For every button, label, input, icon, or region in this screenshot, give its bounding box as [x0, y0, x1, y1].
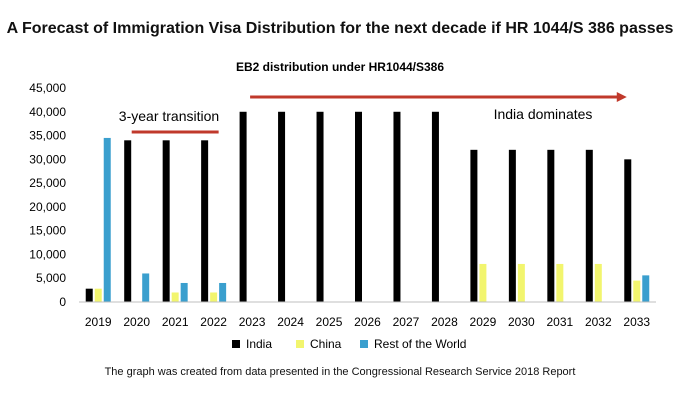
bar-india-2027 [393, 111, 401, 303]
footnote: The graph was created from data presente… [104, 366, 576, 378]
bar-rest-of-the-world-2019 [103, 137, 111, 302]
legend-label-rest-of-the-world: Rest of the World [374, 337, 466, 351]
india-dominates-annotation: India dominates [494, 106, 593, 122]
x-axis: 2019 2020 2021 2022 2023 2024 2025 2026 2027 2028… [85, 315, 651, 329]
bar-india-2026 [355, 111, 362, 303]
legend: India China Rest of the World [232, 337, 466, 351]
y-tick-label: 5,000 [36, 271, 66, 285]
y-tick-label: 35,000 [29, 129, 66, 143]
bar-india-2025 [316, 111, 324, 303]
legend-swatch-india [232, 340, 240, 348]
bar-china-2031 [556, 263, 564, 302]
bar-china-2032 [594, 263, 602, 302]
y-tick-label: 20,000 [29, 200, 66, 214]
x-tick-label: 2026 [354, 315, 381, 329]
legend-label-india: India [246, 337, 272, 351]
y-tick-label: 30,000 [29, 152, 66, 166]
y-tick-label: 15,000 [29, 224, 66, 238]
bar-india-2019 [85, 288, 93, 302]
x-tick-label: 2025 [316, 315, 343, 329]
bar-chart: EB2 distribution under HR1044/S386 0 5,00… [29, 60, 656, 351]
y-tick-label: 25,000 [29, 176, 66, 190]
chart-title: EB2 distribution under HR1044/S386 [236, 60, 444, 74]
annotations: 3-year transition India dominates [119, 92, 627, 134]
y-tick-label: 45,000 [29, 81, 66, 95]
y-tick-label: 10,000 [29, 247, 66, 261]
bar-china-2033 [633, 280, 641, 302]
bar-china-2030 [517, 263, 525, 302]
bar-rest-of-the-world-2021 [180, 282, 188, 302]
bar-china-2029 [479, 263, 487, 302]
legend-swatch-rest-of-the-world [360, 340, 368, 348]
bar-india-2031 [547, 149, 555, 302]
x-tick-label: 2019 [85, 315, 112, 329]
bar-india-2032 [585, 149, 593, 302]
bar-india-2033 [624, 159, 632, 302]
bar-india-2020 [124, 140, 132, 302]
x-tick-label: 2033 [623, 315, 650, 329]
bar-china-2022 [210, 292, 218, 302]
bar-china-2019 [94, 288, 102, 302]
x-tick-label: 2022 [200, 315, 227, 329]
bar-rest-of-the-world-2020 [142, 273, 150, 302]
bar-rest-of-the-world-2033 [642, 275, 650, 302]
x-tick-label: 2024 [277, 315, 304, 329]
chart-container: EB2 distribution under HR1044/S386 0 5,00… [0, 44, 680, 354]
bar-india-2029 [470, 149, 478, 302]
x-tick-label: 2029 [470, 315, 497, 329]
y-axis: 0 5,000 10,000 15,000 20,000 25,000 30,000 35,0… [29, 81, 66, 309]
x-tick-label: 2021 [162, 315, 189, 329]
legend-swatch-china [296, 340, 304, 348]
x-tick-label: 2023 [239, 315, 266, 329]
y-tick-label: 40,000 [29, 105, 66, 119]
transition-annotation: 3-year transition [119, 108, 219, 124]
bar-china-2021 [171, 292, 179, 302]
bar-india-2028 [431, 111, 439, 303]
x-tick-label: 2032 [585, 315, 612, 329]
x-tick-label: 2028 [431, 315, 458, 329]
arrow-head-icon [616, 92, 627, 102]
legend-label-china: China [310, 337, 342, 351]
y-tick-label: 0 [59, 295, 66, 309]
x-tick-label: 2027 [393, 315, 420, 329]
x-tick-label: 2031 [546, 315, 573, 329]
x-tick-label: 2030 [508, 315, 535, 329]
bar-rest-of-the-world-2022 [219, 282, 227, 302]
bar-india-2023 [239, 111, 247, 303]
bar-india-2022 [201, 140, 209, 302]
page-title: A Forecast of Immigration Visa Distribut… [6, 20, 674, 37]
x-tick-label: 2020 [123, 315, 150, 329]
bar-india-2021 [162, 140, 170, 302]
bars-group [85, 111, 650, 303]
bar-india-2030 [508, 149, 516, 302]
bar-india-2024 [278, 111, 286, 303]
